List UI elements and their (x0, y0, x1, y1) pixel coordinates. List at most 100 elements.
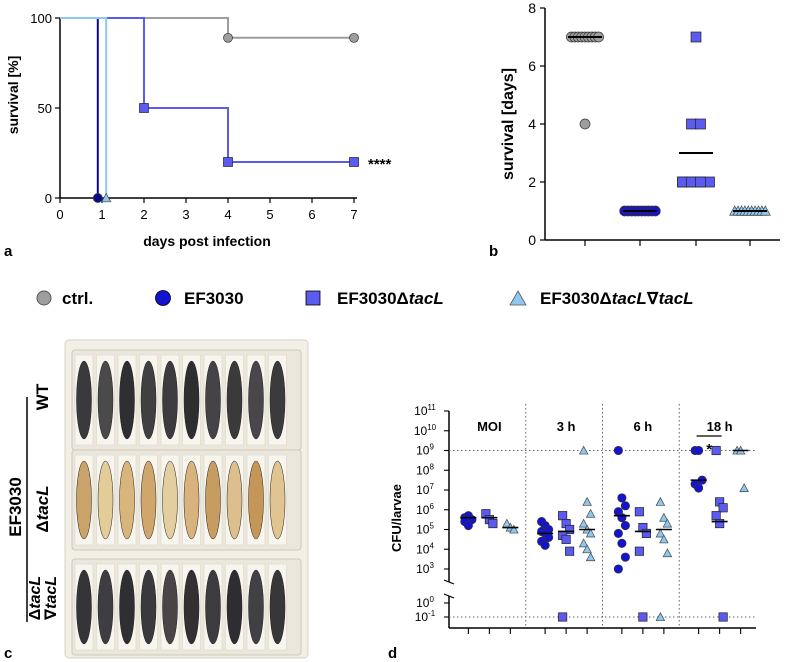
panel-label-c: c (4, 645, 12, 662)
larva (162, 569, 178, 645)
larva (226, 569, 243, 645)
chart-d-point-1-2 (582, 496, 592, 506)
chart-d-point-3-0 (694, 483, 704, 493)
legend-label-ctrl: ctrl. (62, 289, 93, 308)
legend-marker-complement (509, 290, 527, 306)
chart-d-y-tick-label: 107 (416, 482, 434, 497)
chart-d-point-0-1 (488, 519, 498, 529)
chart-a-point-2 (349, 157, 359, 167)
chart-d-point-3-1 (718, 612, 728, 622)
larva (140, 460, 157, 540)
legend-marker-ef3030 (155, 290, 171, 306)
chart-a-point-1 (92, 193, 103, 203)
legend-marker-ctrl (36, 290, 52, 306)
chart-b-point-2 (677, 176, 688, 188)
photo-row-label-wt: WT (33, 383, 52, 410)
chart-b-point-0 (579, 118, 591, 130)
chart-d-point-2-0 (617, 538, 627, 548)
legend-label-complement: EF3030ΔtacL∇tacL (540, 289, 694, 308)
larvae-photo: EF3030 WT ΔtacL ΔtacL ∇tacL (6, 339, 309, 659)
chart-b-point-2 (690, 31, 702, 43)
chart-d-point-2-0 (620, 501, 630, 511)
chart-d-point-2-1 (634, 507, 644, 517)
larva (97, 360, 114, 440)
chart-d-point-1-2 (585, 552, 596, 562)
larva (97, 569, 114, 645)
larva (226, 360, 243, 440)
chart-d-section-label: MOI (477, 419, 502, 434)
chart-a-x-tick-label: 4 (224, 207, 231, 222)
larva (183, 569, 200, 645)
chart-d-point-2-0 (613, 564, 623, 574)
larva (183, 460, 200, 540)
chart-d-point-2-0 (613, 528, 623, 538)
chart-d-point-1-0 (540, 540, 550, 550)
cfu-chart: CFU/larvae 103 104 105 106 107 108 109 1010 1011… (389, 403, 756, 634)
legend-marker-deltatacl (305, 290, 321, 306)
chart-d-point-1-2 (578, 518, 589, 528)
chart-a-point-0 (223, 32, 233, 43)
chart-b-y-tick-label: 4 (528, 116, 536, 132)
chart-a-x-tick-label: 7 (350, 207, 357, 222)
larva (97, 460, 114, 540)
chart-d-point-1-1 (565, 524, 575, 535)
larva (248, 569, 264, 645)
larva (183, 360, 200, 440)
larva (205, 460, 221, 540)
chart-d-point-0-2 (509, 524, 519, 534)
chart-d-point-2-2 (655, 528, 666, 538)
larva (140, 360, 157, 440)
larva (269, 460, 286, 540)
chart-d-point-2-1 (641, 528, 651, 538)
photo-group-label: EF3030 (6, 477, 25, 537)
chart-d-point-1-2 (585, 528, 596, 538)
survival-curve-chart: survival [%] days post infection **** 0 1… (5, 11, 392, 249)
larva (140, 569, 157, 645)
chart-d-point-2-0 (620, 520, 630, 531)
chart-a-y-tick-label: 0 (45, 191, 52, 206)
larva (205, 569, 221, 645)
chart-d-y-tick-label: 10-1 (415, 609, 436, 624)
chart-d-point-1-1 (558, 511, 568, 521)
chart-d-point-3-1 (715, 519, 725, 529)
chart-d-axis-break (443, 579, 455, 585)
chart-b-ylabel: survival [days] (500, 68, 517, 180)
larva (119, 569, 135, 645)
chart-d-point-2-1 (634, 546, 644, 556)
chart-d-point-2-2 (662, 548, 673, 558)
larva (248, 360, 264, 440)
photo-row-label-complement-2: ∇tacL (43, 576, 60, 620)
chart-d-point-3-2 (739, 483, 749, 492)
chart-b-point-2 (695, 176, 706, 188)
chart-b-point-2 (686, 118, 697, 130)
chart-d-point-2-0 (613, 445, 623, 456)
chart-b-y-tick-label: 2 (528, 174, 536, 190)
larva (248, 460, 264, 540)
panel-label-b: b (489, 243, 498, 260)
chart-a-series-line-1 (60, 17, 99, 198)
chart-b-y-tick-label: 6 (528, 58, 536, 74)
chart-d-section-label: 6 h (633, 419, 652, 434)
larva (119, 360, 135, 440)
chart-a-x-tick-label: 1 (98, 207, 105, 222)
chart-d-axis-break (443, 593, 455, 599)
larva (226, 460, 243, 540)
chart-d-point-2-0 (617, 513, 627, 523)
chart-d-point-1-2 (582, 544, 592, 554)
chart-a-xlabel: days post infection (143, 233, 271, 249)
chart-a-series-line-2 (60, 17, 354, 163)
chart-b-point-2 (695, 118, 706, 130)
chart-d-y-tick-label: 1011 (414, 403, 436, 418)
chart-a-point-3 (101, 192, 112, 203)
chart-a-x-tick-label: 5 (266, 207, 273, 222)
chart-d-point-2-2 (659, 534, 669, 544)
chart-d-point-3-0 (694, 445, 704, 456)
larva (269, 569, 286, 645)
chart-d-section-label: 3 h (557, 419, 576, 434)
chart-a-point-0 (349, 32, 359, 43)
chart-b-y-tick-label: 0 (528, 232, 536, 248)
chart-d-point-2-0 (620, 552, 630, 562)
chart-d-point-2-0 (617, 493, 627, 503)
chart-b-point-2 (704, 176, 715, 188)
chart-a-point-2 (139, 103, 149, 113)
